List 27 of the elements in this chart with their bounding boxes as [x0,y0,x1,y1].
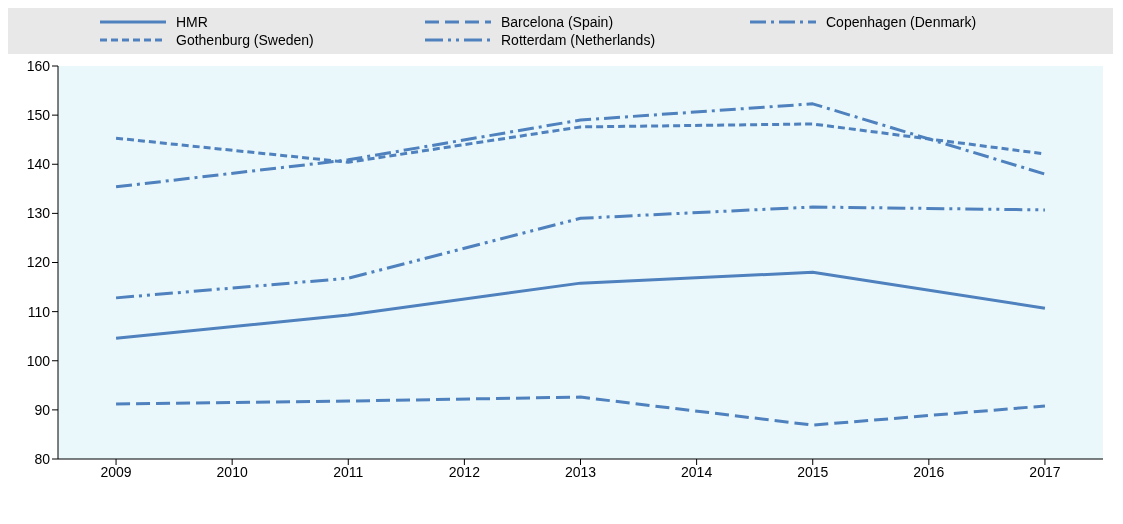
x-tick-label: 2009 [100,463,132,480]
x-tick-label: 2014 [681,463,713,480]
y-tick-label: 100 [26,352,51,369]
y-tick-label: 130 [26,205,51,222]
y-tick-label: 120 [26,254,51,271]
y-tick-label: 80 [34,450,51,467]
x-tick-label: 2012 [448,463,481,480]
legend-label: Barcelona (Spain) [501,14,614,30]
line-series [114,102,1047,189]
x-tick-label: 2016 [913,463,945,480]
x-tick-label: 2010 [216,463,248,480]
x-tick-label: 2017 [1029,463,1061,480]
x-tick-label: 2013 [564,463,597,480]
line-series [114,205,1047,300]
line-series [114,270,1047,340]
legend-label: Copenhagen (Denmark) [826,14,977,30]
legend-label: Gothenburg (Sweden) [176,32,314,48]
y-tick-label: 160 [26,57,51,74]
legend-label: HMR [176,14,208,30]
line-series [114,395,1047,427]
legend-label: Rotterdam (Netherlands) [501,32,656,48]
y-tick-label: 150 [26,107,51,124]
x-tick-label: 2011 [333,463,364,480]
x-tick-label: 2015 [797,463,829,480]
y-tick-label: 140 [26,156,51,173]
y-tick-label: 110 [27,303,51,320]
y-tick-label: 90 [34,401,51,418]
